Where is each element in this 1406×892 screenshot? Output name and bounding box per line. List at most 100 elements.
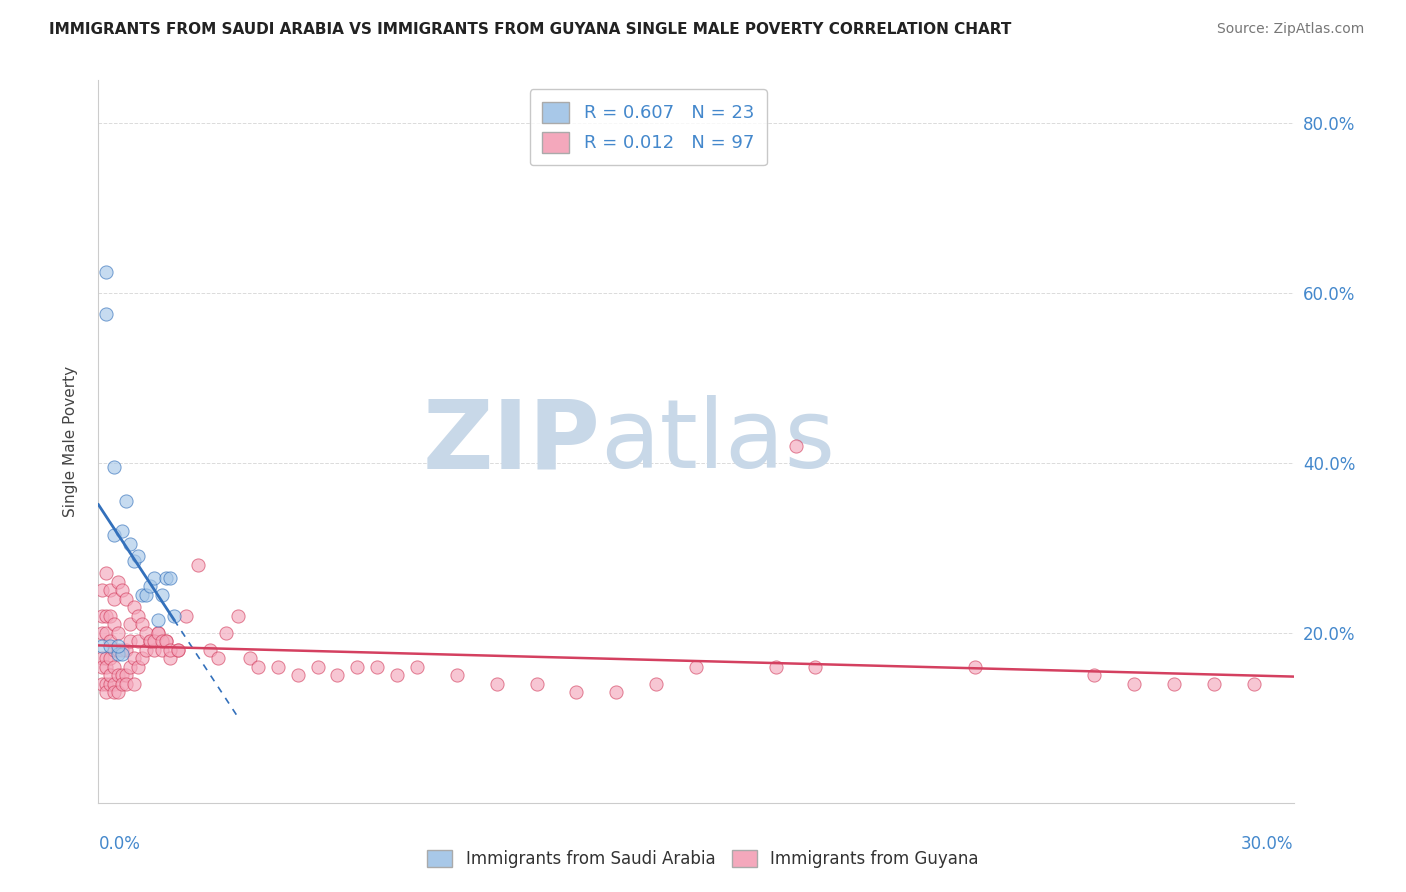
Point — [96, 566, 118, 581]
Point — [127, 660, 149, 674]
Point — [91, 660, 114, 674]
Point — [107, 625, 129, 640]
Point — [148, 613, 170, 627]
Legend: R = 0.607   N = 23, R = 0.012   N = 97: R = 0.607 N = 23, R = 0.012 N = 97 — [530, 89, 766, 165]
Point — [287, 668, 309, 682]
Point — [107, 685, 129, 699]
Point — [103, 617, 125, 632]
Point — [565, 685, 588, 699]
Point — [159, 642, 181, 657]
Point — [107, 642, 129, 657]
Point — [1123, 677, 1146, 691]
Point — [111, 668, 134, 682]
Y-axis label: Single Male Poverty: Single Male Poverty — [63, 366, 77, 517]
Point — [103, 528, 125, 542]
Point — [155, 634, 177, 648]
Point — [107, 639, 129, 653]
Point — [150, 634, 173, 648]
Point — [267, 660, 290, 674]
Point — [366, 660, 388, 674]
Point — [96, 307, 118, 321]
Point — [115, 642, 138, 657]
Point — [150, 588, 173, 602]
Point — [115, 494, 138, 508]
Point — [98, 634, 122, 648]
Point — [103, 677, 125, 691]
Point — [111, 583, 134, 598]
Point — [111, 524, 134, 538]
Point — [98, 639, 122, 653]
Point — [124, 600, 146, 615]
Point — [103, 660, 125, 674]
Point — [115, 668, 138, 682]
Point — [148, 625, 170, 640]
Point — [107, 574, 129, 589]
Point — [91, 583, 114, 598]
Point — [96, 625, 118, 640]
Point — [963, 660, 986, 674]
Point — [96, 651, 118, 665]
Point — [120, 660, 142, 674]
Point — [765, 660, 787, 674]
Point — [685, 660, 707, 674]
Point — [127, 608, 149, 623]
Point — [96, 677, 118, 691]
Point — [103, 685, 125, 699]
Legend: Immigrants from Saudi Arabia, Immigrants from Guyana: Immigrants from Saudi Arabia, Immigrants… — [420, 843, 986, 875]
Point — [143, 634, 166, 648]
Point — [131, 651, 153, 665]
Point — [326, 668, 349, 682]
Point — [785, 439, 807, 453]
Point — [131, 617, 153, 632]
Point — [155, 570, 177, 584]
Point — [159, 570, 181, 584]
Point — [98, 608, 122, 623]
Point — [143, 642, 166, 657]
Point — [98, 668, 122, 682]
Text: ZIP: ZIP — [422, 395, 600, 488]
Point — [605, 685, 627, 699]
Point — [187, 558, 209, 572]
Point — [207, 651, 229, 665]
Point — [1202, 677, 1225, 691]
Point — [174, 608, 197, 623]
Point — [167, 642, 190, 657]
Point — [91, 639, 114, 653]
Point — [215, 625, 238, 640]
Point — [159, 651, 181, 665]
Point — [120, 634, 142, 648]
Point — [135, 588, 157, 602]
Point — [115, 677, 138, 691]
Point — [163, 608, 186, 623]
Point — [346, 660, 368, 674]
Point — [111, 642, 134, 657]
Point — [645, 677, 668, 691]
Point — [96, 264, 118, 278]
Point — [1083, 668, 1105, 682]
Text: IMMIGRANTS FROM SAUDI ARABIA VS IMMIGRANTS FROM GUYANA SINGLE MALE POVERTY CORRE: IMMIGRANTS FROM SAUDI ARABIA VS IMMIGRAN… — [49, 22, 1011, 37]
Point — [124, 553, 146, 567]
Point — [239, 651, 262, 665]
Point — [111, 677, 134, 691]
Point — [98, 651, 122, 665]
Point — [127, 549, 149, 564]
Text: 30.0%: 30.0% — [1241, 835, 1294, 854]
Point — [107, 668, 129, 682]
Point — [155, 634, 177, 648]
Point — [148, 625, 170, 640]
Text: Source: ZipAtlas.com: Source: ZipAtlas.com — [1216, 22, 1364, 37]
Point — [139, 634, 162, 648]
Point — [139, 634, 162, 648]
Point — [804, 660, 827, 674]
Point — [115, 591, 138, 606]
Point — [135, 625, 157, 640]
Point — [1243, 677, 1265, 691]
Point — [139, 579, 162, 593]
Point — [98, 583, 122, 598]
Text: atlas: atlas — [600, 395, 835, 488]
Point — [124, 651, 146, 665]
Point — [135, 642, 157, 657]
Point — [246, 660, 269, 674]
Point — [150, 642, 173, 657]
Point — [143, 570, 166, 584]
